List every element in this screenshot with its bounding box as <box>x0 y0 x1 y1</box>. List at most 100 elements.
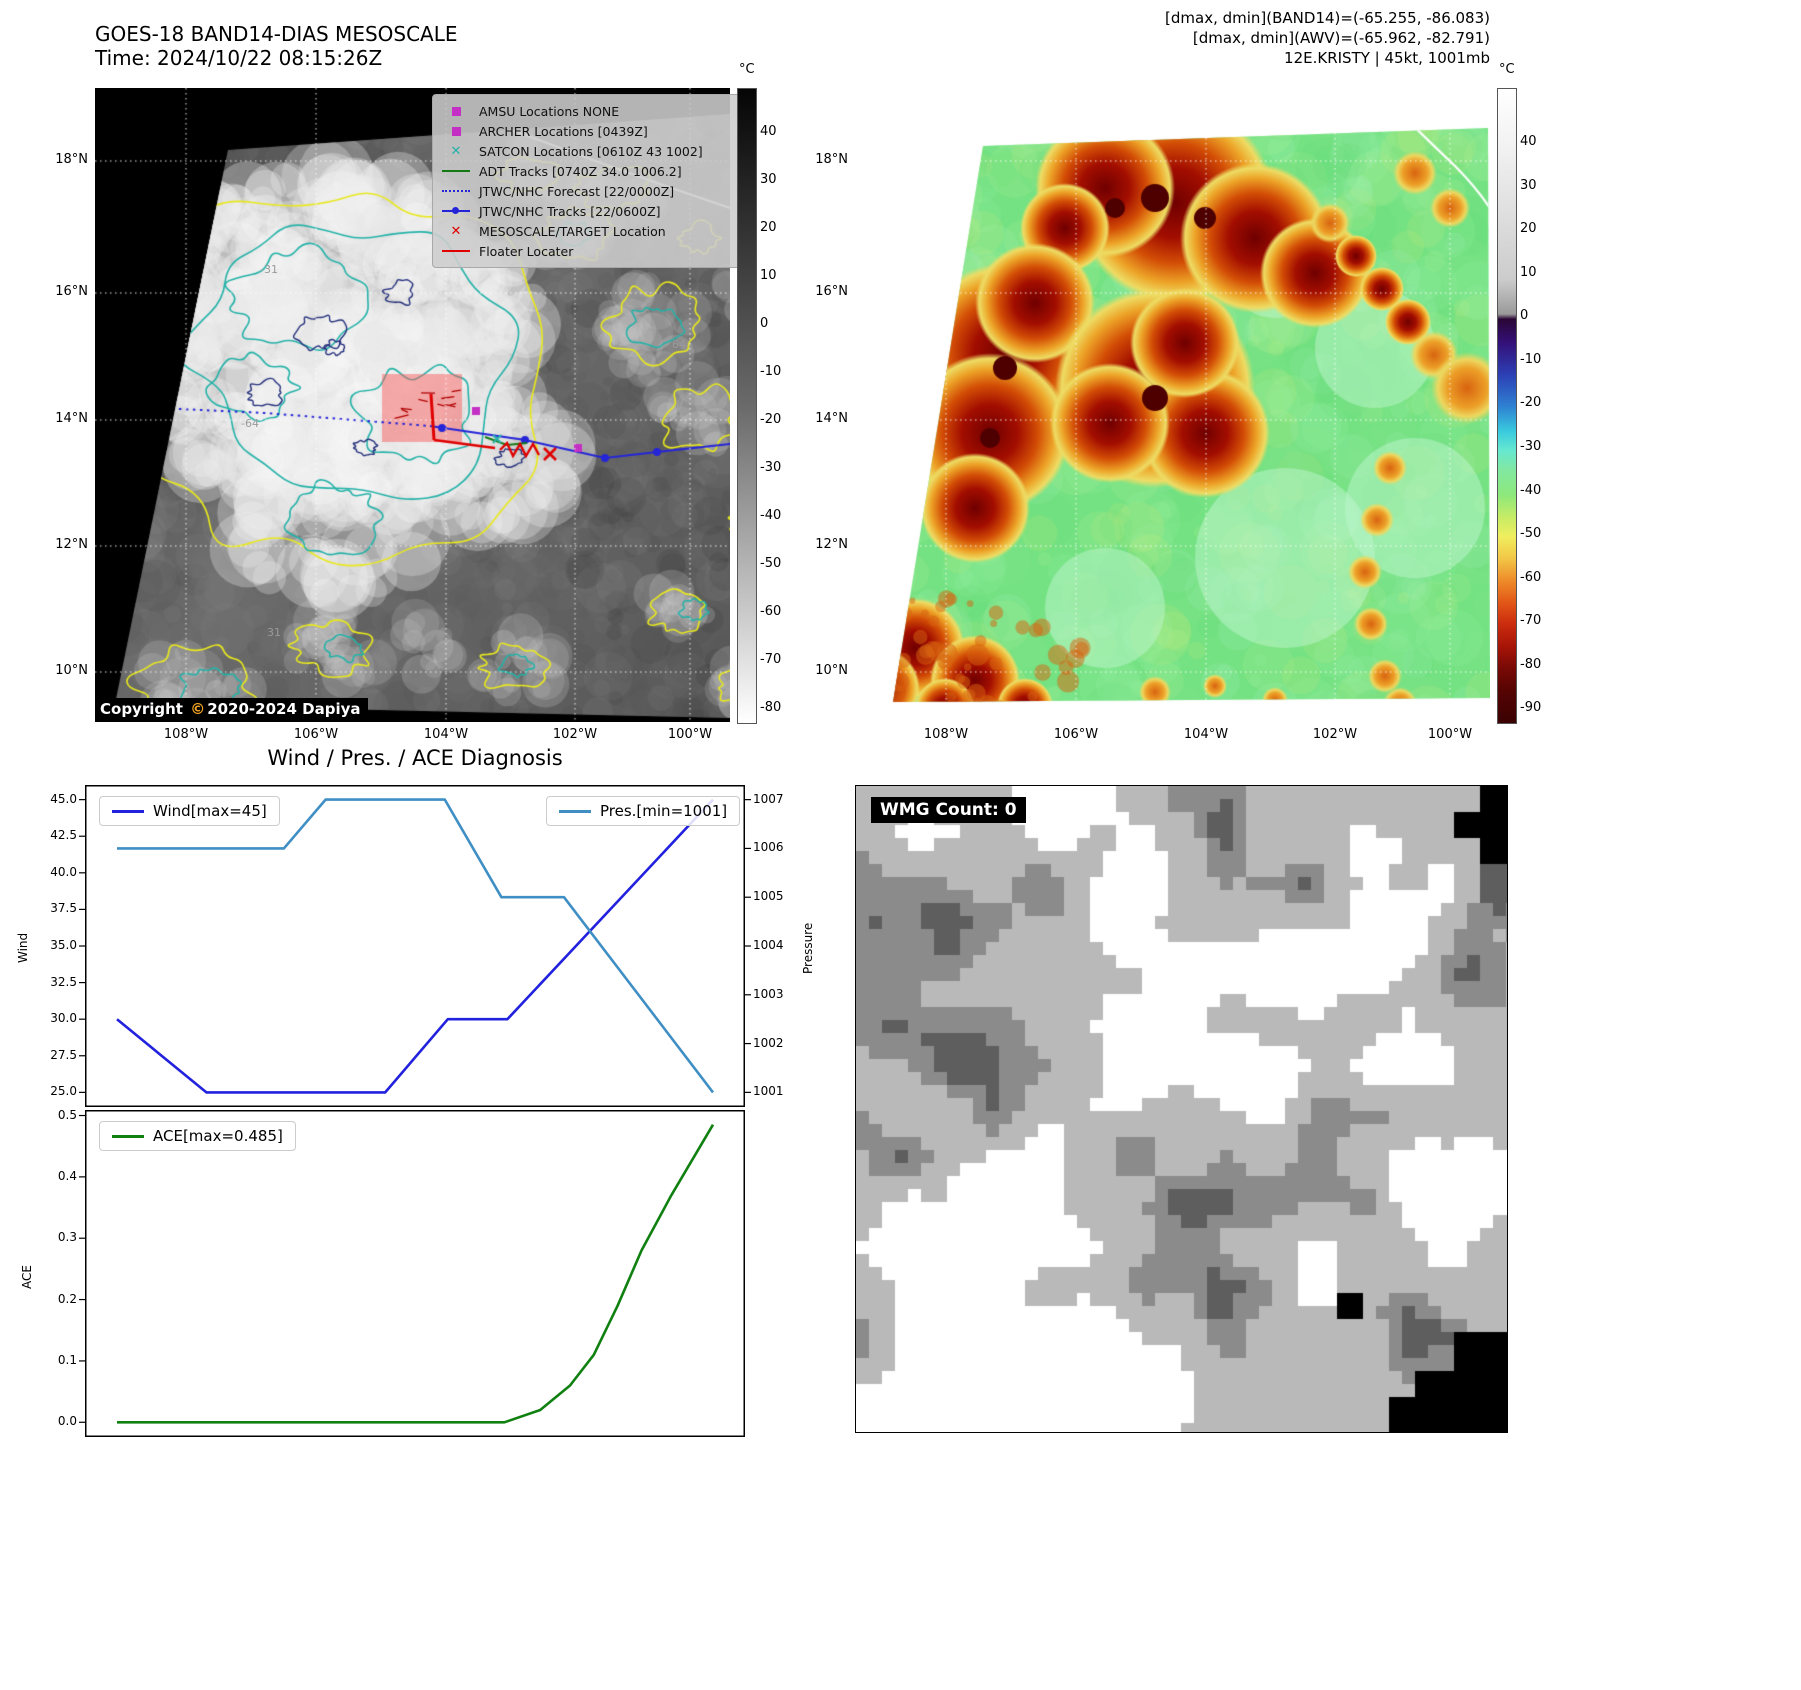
awv-lat-tick: 10°N <box>815 663 848 678</box>
storm-id-intensity: 12E.KRISTY | 45kt, 1001mb <box>1284 49 1490 67</box>
awv-colorbar-tick: -50 <box>1520 526 1542 542</box>
legend-item-label: ARCHER Locations [0439Z] <box>479 123 648 139</box>
band14-colorbar-tick: 30 <box>760 172 777 187</box>
wind-tick-label: 37.5 <box>50 901 77 916</box>
awv-lat-tick: 12°N <box>815 537 848 552</box>
awv-colorbar-tick: -80 <box>1520 656 1542 672</box>
ace-axis-label: ACE <box>20 1265 34 1289</box>
band14-colorbar <box>737 88 757 724</box>
band14-lon-tick: 106°W <box>293 727 339 742</box>
band14-colorbar-tick: -50 <box>760 556 782 571</box>
ace-tick-label: 0.4 <box>57 1168 77 1183</box>
pressure-tick-label: 1007 <box>753 791 784 806</box>
band14-lon-tick: 104°W <box>423 727 469 742</box>
awv-colorbar-tick: -10 <box>1520 351 1542 367</box>
band14-lat-tick: 18°N <box>55 152 88 167</box>
awv-lat-tick: 16°N <box>815 284 848 299</box>
pressure-tick-label: 1003 <box>753 986 784 1001</box>
copyright-symbol: © <box>190 700 206 718</box>
awv-lon-tick: 100°W <box>1427 727 1473 742</box>
band14-colorbar-tick: -70 <box>760 652 782 667</box>
wind-tick-label: 32.5 <box>50 974 77 989</box>
legend-item-label: JTWC/NHC Forecast [22/0000Z] <box>479 183 675 199</box>
band14-colorbar-tick: -60 <box>760 604 782 619</box>
band14-lat-tick: 12°N <box>55 537 88 552</box>
legend-item: ✕ SATCON Locations [0610Z 43 1002] <box>441 141 739 161</box>
ace-chart <box>79 1110 745 1437</box>
pressure-legend: Pres.[min=1001] <box>546 796 741 826</box>
ace-legend: ACE[max=0.485] <box>99 1121 296 1151</box>
legend-item: AMSU Locations NONE <box>441 101 739 121</box>
awv-colorbar-tick: -90 <box>1520 700 1542 716</box>
pressure-legend-label: Pres.[min=1001] <box>600 802 728 820</box>
awv-colorbar-tick: -40 <box>1520 482 1542 498</box>
awv-colorbar-tick: 40 <box>1520 134 1537 149</box>
legend-item-label: JTWC/NHC Tracks [22/0600Z] <box>479 203 661 219</box>
legend-item: JTWC/NHC Forecast [22/0000Z] <box>441 181 739 201</box>
pressure-legend-line <box>559 809 591 813</box>
pressure-tick-label: 1002 <box>753 1035 784 1050</box>
legend-x-icon: ✕ <box>450 223 462 239</box>
ace-tick-label: 0.3 <box>57 1230 77 1245</box>
awv-colorbar-tick: -70 <box>1520 613 1542 629</box>
awv-lon-tick: 108°W <box>923 727 969 742</box>
pressure-tick-label: 1004 <box>753 938 784 952</box>
band14-colorbar-tick: 40 <box>760 124 777 139</box>
legend-item-label: MESOSCALE/TARGET Location <box>479 223 666 239</box>
dmax-dmin-awv: [dmax, dmin](AWV)=(-65.962, -82.791) <box>1192 29 1490 47</box>
wind-tick-label: 30.0 <box>50 1011 77 1026</box>
band14-colorbar-tick: 20 <box>760 220 777 235</box>
awv-lon-tick: 104°W <box>1183 727 1229 742</box>
contour-label: -64 <box>241 417 259 430</box>
ace-legend-line <box>112 1134 144 1138</box>
wind-legend-line <box>112 809 144 813</box>
awv-colorbar-tick: -20 <box>1520 395 1542 411</box>
awv-colorbar-tick: -60 <box>1520 569 1542 585</box>
copyright-text: Copyright <box>100 700 189 718</box>
awv-lon-tick: 102°W <box>1312 727 1358 742</box>
ace-tick-label: 0.0 <box>57 1414 77 1429</box>
legend-item: ARCHER Locations [0439Z] <box>441 121 739 141</box>
band14-colorbar-tick: -30 <box>760 460 782 475</box>
wind-legend: Wind[max=45] <box>99 796 280 826</box>
wind-legend-label: Wind[max=45] <box>153 802 267 820</box>
band14-colorbar-tick: -20 <box>760 412 782 427</box>
pressure-tick-label: 1006 <box>753 840 784 855</box>
wind-tick-label: 25.0 <box>50 1084 77 1099</box>
copyright-years: 2020-2024 Dapiya <box>207 700 361 718</box>
awv-lat-tick: 14°N <box>815 411 848 426</box>
awv-colorbar-tick: 30 <box>1520 177 1537 193</box>
wind-tick-label: 27.5 <box>50 1047 77 1062</box>
band14-colorbar-tick: -80 <box>760 700 782 715</box>
band14-colorbar-unit: °C <box>739 62 755 77</box>
legend-dotted-icon <box>441 190 471 192</box>
pressure-tick-label: 1005 <box>753 889 784 904</box>
legend-item-label: ADT Tracks [0740Z 34.0 1006.2] <box>479 163 682 179</box>
wmg-count-label: WMG Count: 0 <box>871 797 1026 823</box>
awv-colorbar-tick: 20 <box>1520 221 1537 237</box>
ace-tick-label: 0.1 <box>57 1352 77 1367</box>
ace-tick-label: 0.5 <box>57 1107 77 1122</box>
wind-tick-label: 40.0 <box>50 864 77 879</box>
awv-colorbar-tick: 0 <box>1520 308 1529 324</box>
band14-colorbar-tick: 10 <box>760 268 777 283</box>
band14-lat-tick: 10°N <box>55 663 88 678</box>
legend-x-icon: ✕ <box>450 143 462 159</box>
pressure-tick-label: 1001 <box>753 1084 784 1099</box>
legend-item-label: Floater Locater <box>479 243 574 259</box>
wmg-count-map <box>855 785 1508 1433</box>
legend-square-icon <box>441 126 471 136</box>
awv-lat-tick: 18°N <box>815 152 848 167</box>
awv-colorbar-unit: °C <box>1499 62 1515 77</box>
legend-square-icon <box>441 106 471 116</box>
dmax-dmin-band14: [dmax, dmin](BAND14)=(-65.255, -86.083) <box>1165 9 1490 27</box>
legend-item: ✕ MESOSCALE/TARGET Location <box>441 221 739 241</box>
wind-tick-label: 45.0 <box>50 791 77 806</box>
band14-lon-tick: 102°W <box>552 727 598 742</box>
awv-colorbar <box>1497 88 1517 724</box>
contour-label: 31 <box>267 626 281 639</box>
band14-time: Time: 2024/10/22 08:15:26Z <box>95 46 383 70</box>
band14-lat-tick: 14°N <box>55 411 88 426</box>
wind-pressure-chart <box>79 785 751 1107</box>
legend-line-dot-icon <box>441 207 471 214</box>
